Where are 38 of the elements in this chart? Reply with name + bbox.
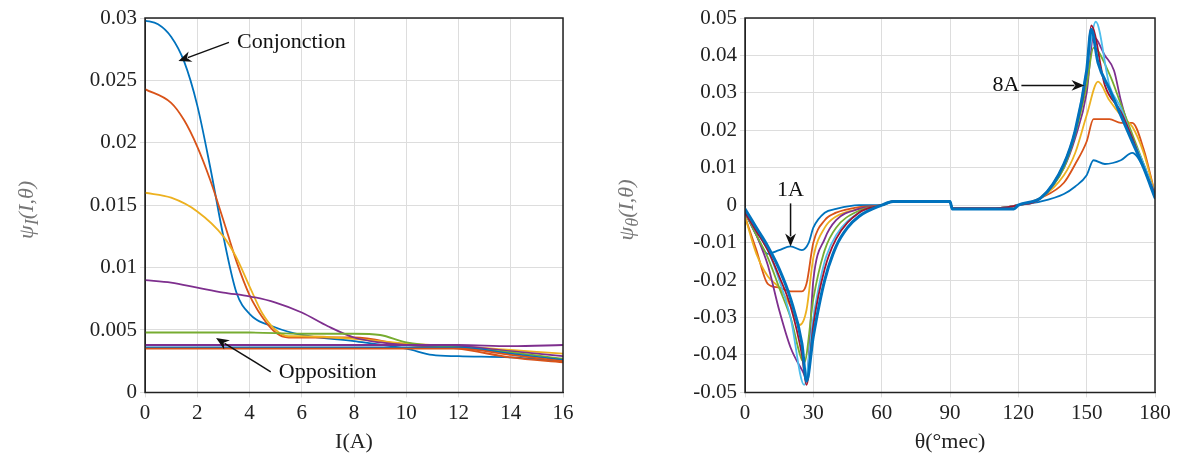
y-tick-label: 0.05 <box>700 4 737 29</box>
annotation: Conjonction <box>236 28 346 54</box>
x-axis-title: I(A) <box>335 427 373 453</box>
y-tick-label: -0.03 <box>693 304 737 329</box>
x-tick-label: 6 <box>296 399 307 424</box>
x-tick-label: 12 <box>448 399 469 424</box>
x-tick-label: 16 <box>552 399 574 424</box>
x-tick-label: 180 <box>1139 399 1171 424</box>
x-tick-label: 90 <box>939 399 961 424</box>
y-tick-label: 0.01 <box>100 254 137 279</box>
y-tick-label: 0 <box>126 378 137 403</box>
x-tick-label: 10 <box>395 399 417 424</box>
annotation: Opposition <box>278 357 377 383</box>
x-tick-label: 60 <box>871 399 893 424</box>
x-tick-label: 14 <box>500 399 522 424</box>
x-tick-label: 120 <box>1002 399 1035 424</box>
x-tick-label: 30 <box>802 399 824 424</box>
x-tick-label: 4 <box>244 399 256 424</box>
y-tick-label: -0.02 <box>693 266 737 291</box>
y-tick-label: 0.03 <box>100 4 137 29</box>
y-tick-label: -0.04 <box>693 341 738 366</box>
annotation: 1A <box>777 176 805 202</box>
y-tick-label: 0.02 <box>700 116 737 141</box>
y-tick-label: -0.05 <box>693 378 737 403</box>
x-tick-label: 150 <box>1070 399 1103 424</box>
y-tick-label: 0.02 <box>100 129 137 154</box>
y-tick-label: 0.015 <box>89 191 137 216</box>
y-tick-label: 0.04 <box>700 41 738 66</box>
y-tick-label: -0.01 <box>693 229 737 254</box>
x-tick-label: 8 <box>348 399 360 424</box>
x-tick-label: 2 <box>192 399 203 424</box>
y-tick-label: 0 <box>726 191 737 216</box>
x-axis-title: θ(°mec) <box>914 427 986 453</box>
y-tick-label: 0.025 <box>89 66 137 91</box>
y-tick-label: 0.03 <box>700 79 737 104</box>
y-tick-label: 0.005 <box>89 316 137 341</box>
y-tick-label: 0.01 <box>700 154 737 179</box>
annotation: 8A <box>992 71 1020 97</box>
